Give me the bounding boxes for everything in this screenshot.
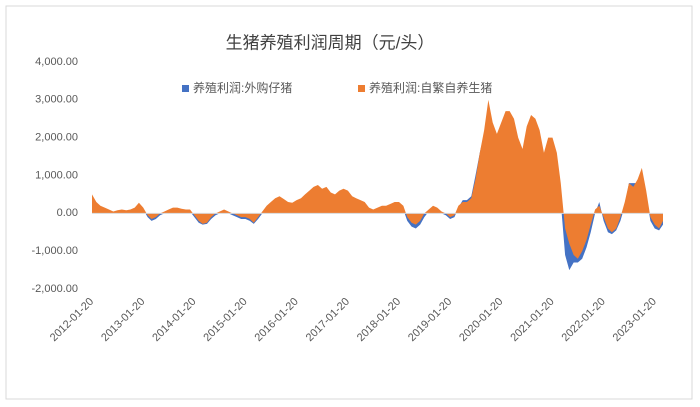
y-tick-label: 3,000.00 bbox=[35, 94, 78, 106]
y-tick-label: -2,000.00 bbox=[32, 283, 78, 295]
legend-label: 养殖利润:自繁自养生猪 bbox=[369, 80, 492, 95]
y-tick-label: 0.00 bbox=[57, 207, 78, 219]
area bbox=[92, 99, 663, 259]
legend-swatch bbox=[358, 85, 365, 92]
chart-title: 生猪养殖利润周期（元/头） bbox=[226, 33, 435, 52]
y-tick-label: -1,000.00 bbox=[32, 245, 78, 257]
y-tick-label: 2,000.00 bbox=[35, 132, 78, 144]
legend-label: 养殖利润:外购仔猪 bbox=[193, 80, 292, 95]
y-tick-label: 4,000.00 bbox=[35, 56, 78, 68]
y-tick-label: 1,000.00 bbox=[35, 169, 78, 181]
legend-swatch bbox=[182, 85, 189, 92]
